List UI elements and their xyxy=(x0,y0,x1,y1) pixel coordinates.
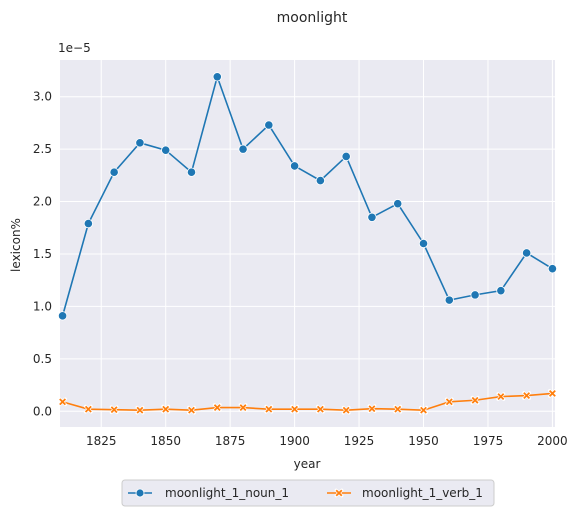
y-tick-label: 0.0 xyxy=(33,404,52,418)
x-axis-title: year xyxy=(294,457,321,471)
x-tick-label: 1975 xyxy=(473,434,504,448)
data-point xyxy=(290,404,300,414)
y-tick-label: 1.5 xyxy=(33,247,52,261)
data-point xyxy=(161,404,171,414)
legend-x-glyph xyxy=(334,488,344,498)
data-point xyxy=(135,405,145,415)
legend-frame xyxy=(121,479,495,507)
data-point xyxy=(341,405,351,415)
data-point xyxy=(548,389,557,398)
x-tick-label: 1925 xyxy=(344,434,375,448)
data-point xyxy=(135,138,145,148)
y-tick-label: 2.0 xyxy=(33,195,52,209)
data-point xyxy=(367,212,377,222)
x-tick-label: 1900 xyxy=(279,434,310,448)
y-axis-title: lexicon% xyxy=(9,218,23,272)
legend-label-verb: moonlight_1_verb_1 xyxy=(362,486,483,500)
data-point xyxy=(109,167,119,177)
data-point xyxy=(470,290,480,300)
data-point xyxy=(496,392,506,401)
data-point xyxy=(264,120,274,130)
axis-layer: 1825 1850 1875 1900 1925 1950 1975 2000 0.0 0.5 1.… xyxy=(33,90,568,448)
x-tick-label: 1850 xyxy=(150,434,181,448)
data-point xyxy=(57,311,68,321)
data-point xyxy=(187,405,196,415)
data-point xyxy=(109,405,119,415)
data-point xyxy=(418,238,429,249)
data-point xyxy=(393,199,403,209)
data-point xyxy=(470,395,480,405)
data-point xyxy=(186,167,197,177)
data-point xyxy=(547,264,558,274)
data-point xyxy=(212,403,222,413)
legend-marker-noun xyxy=(135,488,145,498)
data-point xyxy=(212,72,222,82)
y-tick-label: 3.0 xyxy=(33,90,52,104)
plot-area xyxy=(60,60,555,427)
chart-title: moonlight xyxy=(277,10,348,26)
data-point xyxy=(315,404,325,414)
data-point xyxy=(367,404,377,414)
data-point xyxy=(58,397,67,407)
legend: moonlight_1_noun_1 moonlight_1_verb_1 xyxy=(121,479,495,507)
y-scale-label: 1e−5 xyxy=(58,41,91,55)
x-tick-label: 1875 xyxy=(215,434,246,448)
data-point xyxy=(341,151,351,162)
data-point xyxy=(315,175,325,186)
data-point xyxy=(161,145,171,155)
y-tick-label: 2.5 xyxy=(33,142,52,156)
data-point xyxy=(522,391,532,400)
x-tick-label: 1825 xyxy=(86,434,117,448)
data-point xyxy=(419,405,428,415)
x-tick-label: 1950 xyxy=(408,434,439,448)
data-point xyxy=(444,397,454,407)
data-point xyxy=(496,286,506,296)
data-point xyxy=(522,248,532,258)
data-point xyxy=(393,404,403,414)
data-point xyxy=(290,161,300,171)
series-layer xyxy=(57,72,558,415)
data-point xyxy=(444,295,454,305)
series-line-verb xyxy=(62,392,553,412)
data-point xyxy=(83,218,93,229)
legend-marker-verb xyxy=(334,488,344,498)
data-point xyxy=(238,144,248,154)
y-tick-label: 0.5 xyxy=(33,352,52,366)
data-point xyxy=(83,404,93,414)
data-point xyxy=(238,403,248,413)
data-point xyxy=(264,404,274,414)
y-tick-label: 1.0 xyxy=(33,299,52,313)
x-tick-label: 2000 xyxy=(537,434,568,448)
legend-label-noun: moonlight_1_noun_1 xyxy=(165,486,289,500)
